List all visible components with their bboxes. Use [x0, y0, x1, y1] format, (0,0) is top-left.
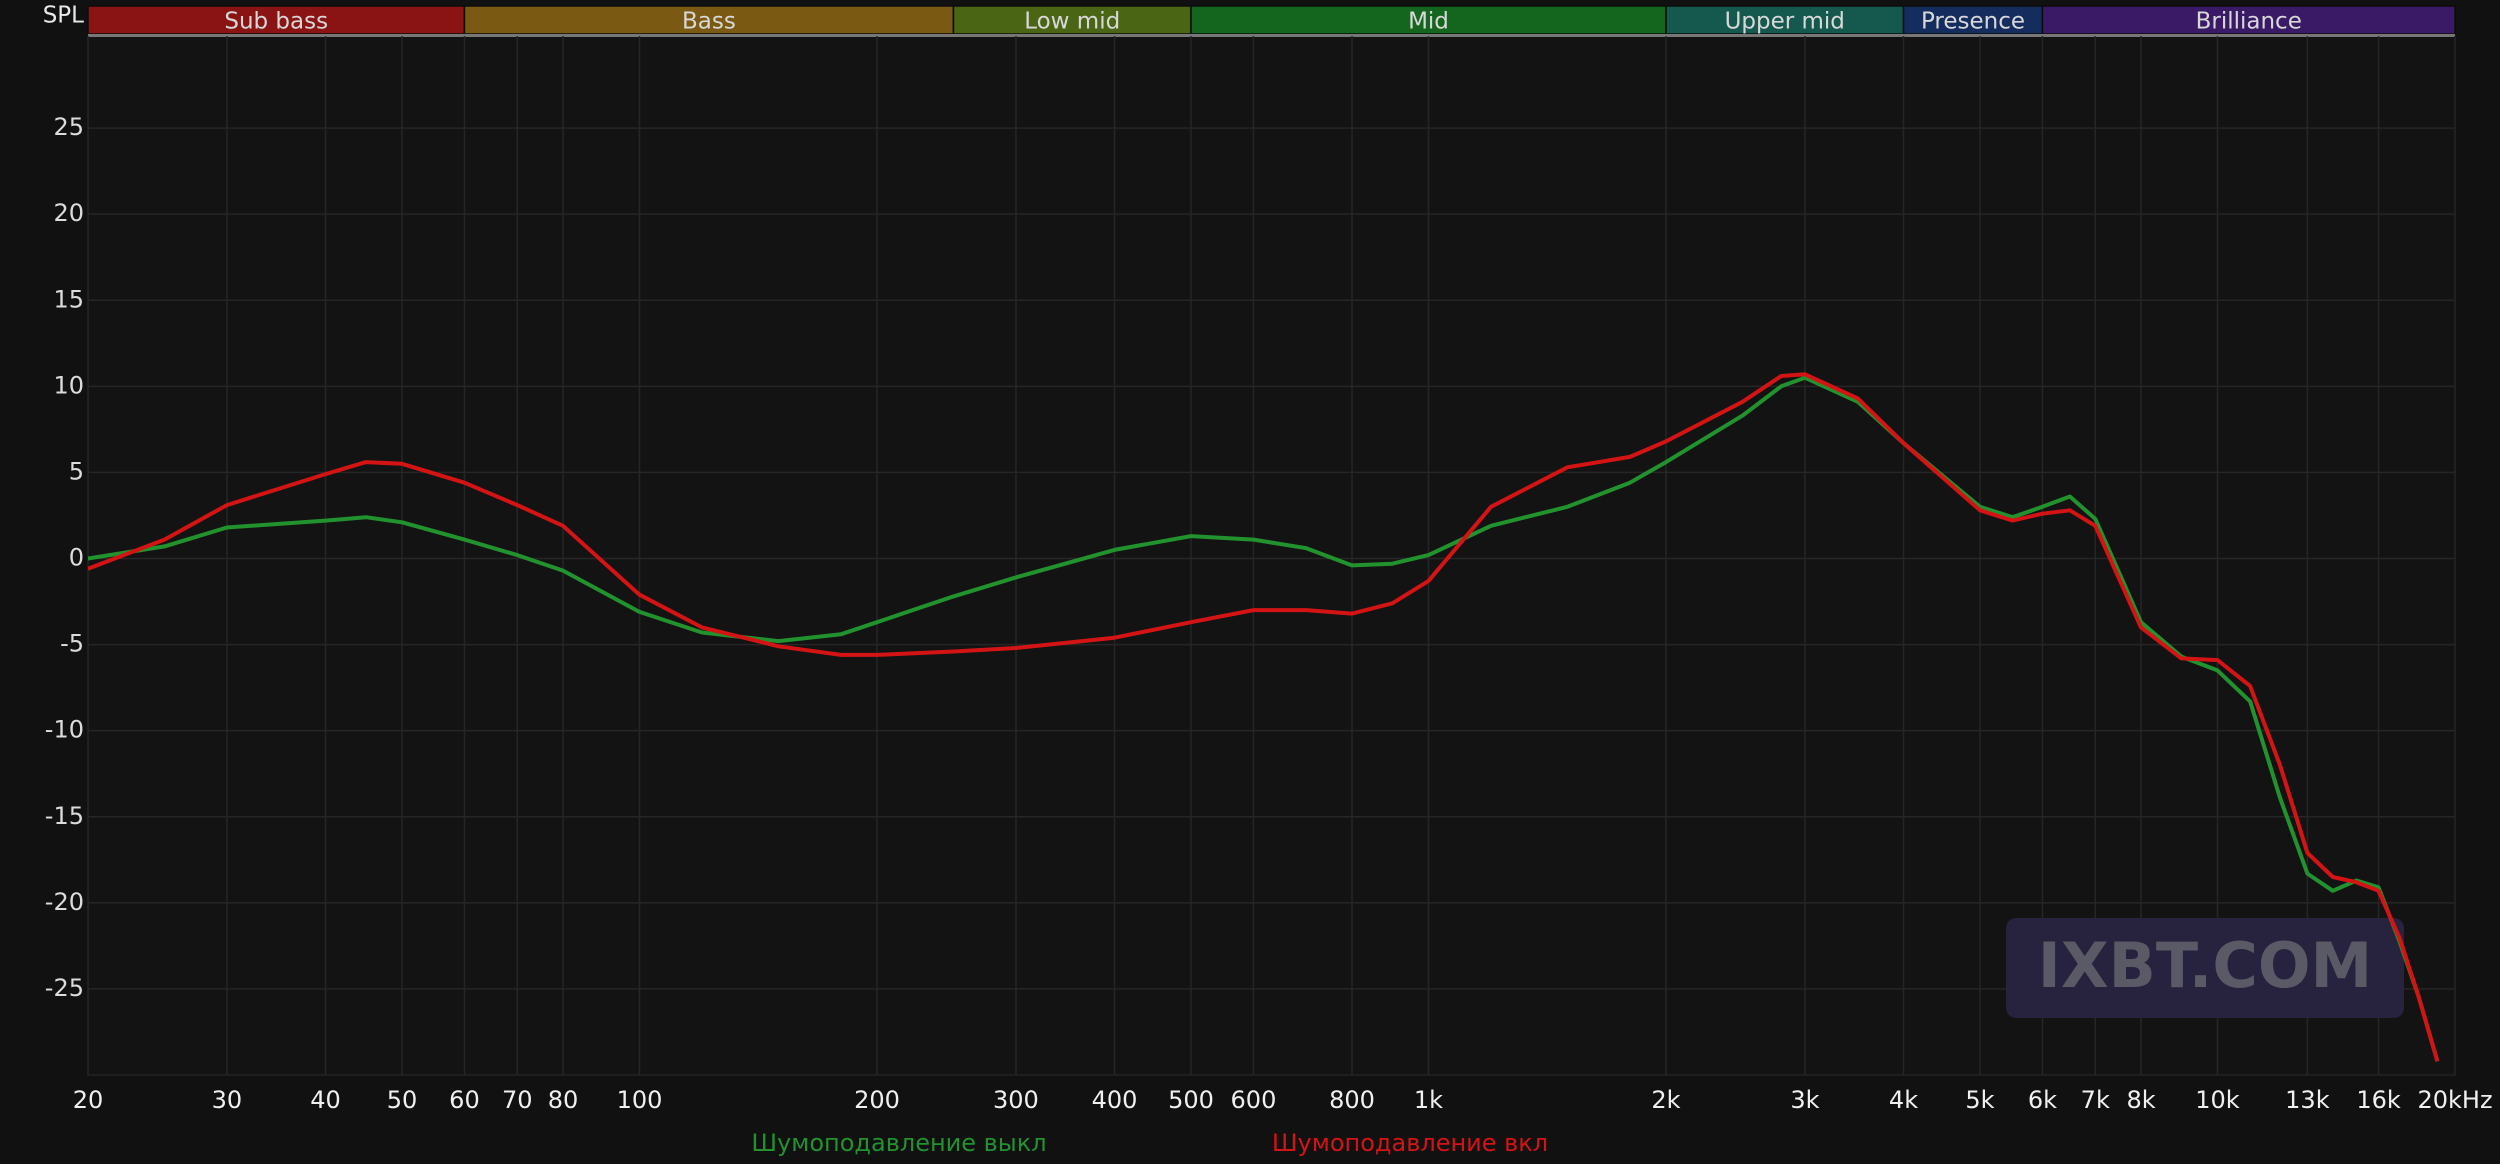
y-tick-label: -20: [45, 888, 84, 916]
y-tick-label: 10: [53, 371, 84, 399]
y-tick-label: 0: [69, 544, 84, 572]
band-label: Upper mid: [1725, 9, 1845, 35]
x-tick-label: 4k: [1889, 1086, 1918, 1114]
y-axis-label: SPL: [43, 3, 84, 29]
watermark-box: [2006, 918, 2404, 1018]
x-tick-label: 300: [993, 1086, 1039, 1114]
x-tick-label: 600: [1231, 1086, 1277, 1114]
band: [463, 5, 955, 35]
x-tick-label: 2k: [1651, 1086, 1680, 1114]
x-tick-label: 800: [1329, 1086, 1375, 1114]
x-tick-label: 60: [449, 1086, 480, 1114]
band-label: Presence: [1921, 9, 2025, 35]
x-tick-label: 5k: [1965, 1086, 1994, 1114]
x-tick-label: 1k: [1414, 1086, 1443, 1114]
watermark: IXBT.COM: [2038, 929, 2372, 1002]
y-tick-label: 5: [69, 457, 84, 485]
y-tick-label: 20: [53, 199, 84, 227]
x-tick-label: 100: [617, 1086, 663, 1114]
y-tick-label: -25: [45, 974, 84, 1002]
x-tick-label: 200: [854, 1086, 900, 1114]
x-tick-label: 80: [548, 1086, 579, 1114]
x-tick-label: 3k: [1790, 1086, 1819, 1114]
x-tick-label: 13k: [2285, 1086, 2330, 1114]
x-tick-label: 7k: [2081, 1086, 2110, 1114]
band-underline: [88, 34, 2455, 37]
band-label: Bass: [682, 9, 736, 35]
band: [87, 5, 466, 35]
x-tick-label: 10k: [2195, 1086, 2240, 1114]
y-tick-label: -5: [60, 630, 84, 658]
x-tick-label: 40: [310, 1086, 341, 1114]
x-tick-label: 8k: [2126, 1086, 2155, 1114]
x-tick-label: 6k: [2028, 1086, 2057, 1114]
band-label: Sub bass: [224, 9, 328, 35]
x-tick-label: 50: [387, 1086, 418, 1114]
x-tick-label: 30: [212, 1086, 243, 1114]
x-tick-label: 20kHz: [2417, 1086, 2492, 1114]
x-tick-label: 500: [1168, 1086, 1214, 1114]
legend-entry: Шумоподавление вкл: [1272, 1129, 1548, 1157]
x-tick-label: 16k: [2356, 1086, 2401, 1114]
y-tick-label: 15: [53, 285, 84, 313]
band-label: Brilliance: [2196, 9, 2302, 35]
band-label: Low mid: [1024, 9, 1120, 35]
y-tick-label: -15: [45, 802, 84, 830]
x-tick-label: 70: [502, 1086, 533, 1114]
x-tick-label: 400: [1092, 1086, 1138, 1114]
y-tick-label: 25: [53, 113, 84, 141]
plot-area: [87, 35, 2456, 1076]
y-tick-label: -10: [45, 716, 84, 744]
band-label: Mid: [1408, 9, 1449, 35]
series-line: [88, 372, 2440, 1062]
band: [2041, 5, 2456, 35]
legend-entry: Шумоподавление выкл: [751, 1129, 1046, 1157]
x-tick-label: 20: [73, 1086, 104, 1114]
series-line: [88, 375, 2440, 1062]
